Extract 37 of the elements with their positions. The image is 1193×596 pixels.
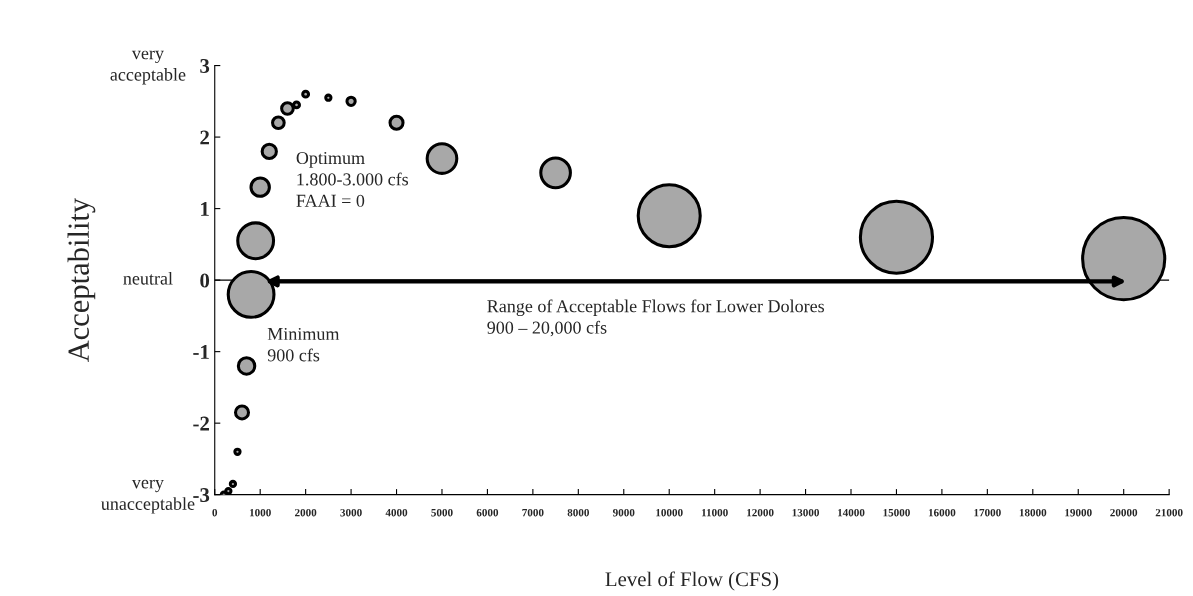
x-tick-label: 5000 — [431, 508, 453, 517]
x-tick-label: 16000 — [928, 508, 956, 517]
annotation: Optimum 1.800-3.000 cfs FAAI = 0 — [296, 151, 409, 207]
x-tick-label: 15000 — [883, 508, 910, 517]
y-tick-label: -2 — [193, 416, 209, 431]
annotation: Range of Acceptable Flows for Lower Dolores 900 – 20,000 cfs — [487, 299, 825, 337]
x-tick-label: 18000 — [1019, 508, 1047, 517]
x-tick-label: 4000 — [385, 508, 408, 517]
text: neutral — [123, 271, 173, 285]
y-tick-label: -3 — [193, 488, 210, 503]
x-tick-label: 19000 — [1065, 508, 1092, 517]
x-tick-label: 14000 — [838, 508, 865, 517]
x-tick-label: 13000 — [792, 508, 820, 517]
x-tick-label: 2000 — [294, 508, 317, 517]
annotation: Minimum 900 cfs — [267, 327, 340, 362]
x-tick-label: 3000 — [340, 508, 362, 517]
x-axis-title: Level of Flow (CFS) — [605, 571, 779, 591]
y-tick-label: 2 — [200, 130, 209, 145]
x-tick-label: 7000 — [522, 508, 544, 517]
x-tick-label: 20000 — [1110, 508, 1138, 517]
y-tick-label: 0 — [200, 273, 210, 288]
x-tick-label: 9000 — [612, 508, 635, 517]
y-tick-label: 1 — [201, 202, 209, 216]
x-tick-label: 6000 — [476, 508, 499, 517]
x-tick-label: 21000 — [1155, 508, 1183, 517]
x-tick-label: 10000 — [656, 508, 683, 517]
x-tick-label: 1000 — [249, 508, 271, 517]
x-tick-label: 11000 — [701, 508, 728, 517]
text: very unacceptable — [101, 479, 195, 514]
text: very acceptable — [110, 50, 186, 85]
x-tick-label: 12000 — [747, 508, 774, 517]
y-tick-label: 3 — [200, 58, 210, 73]
y-axis-title: Acceptability — [67, 197, 96, 363]
y-tick-label: -1 — [193, 345, 209, 359]
x-tick-label: 8000 — [567, 508, 590, 517]
x-tick-label: 0 — [212, 508, 218, 517]
x-tick-label: 17000 — [974, 508, 1001, 517]
